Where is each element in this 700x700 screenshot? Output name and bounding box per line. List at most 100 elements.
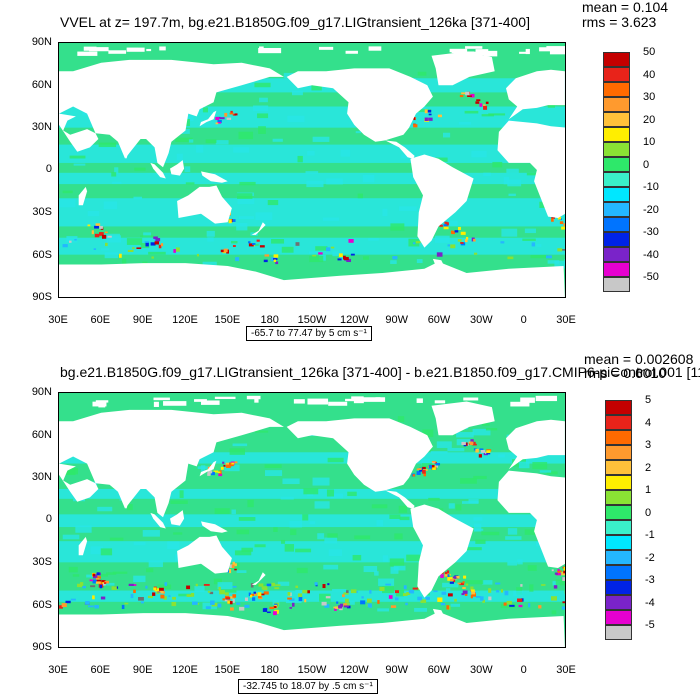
land-eurasia xyxy=(59,409,284,518)
current-mark xyxy=(158,244,162,249)
lat-label: 30N xyxy=(31,121,52,133)
field-patch xyxy=(272,599,280,605)
current-mark xyxy=(338,253,343,258)
current-mark xyxy=(449,581,454,584)
current-mark xyxy=(229,112,234,115)
current-mark xyxy=(470,93,475,98)
eddy-mark xyxy=(239,606,245,611)
lon-label: 120E xyxy=(172,664,198,676)
field-patch xyxy=(257,113,269,119)
land-madagascar xyxy=(78,536,88,556)
eddy-mark xyxy=(425,596,430,600)
field-patch xyxy=(536,244,542,247)
current-mark xyxy=(423,472,427,477)
current-mark xyxy=(431,465,435,468)
eddy-mark xyxy=(210,600,215,605)
top-rms: rms = 3.623 xyxy=(582,14,657,30)
current-mark xyxy=(470,589,475,592)
field-patch xyxy=(259,97,268,103)
field-patch xyxy=(327,457,344,463)
arctic-gap xyxy=(214,396,236,400)
eddy-mark xyxy=(266,583,272,587)
arctic-gap xyxy=(194,399,207,402)
field-patch xyxy=(232,443,248,447)
field-patch xyxy=(229,448,246,455)
eddy-mark xyxy=(496,590,500,593)
eddy-mark xyxy=(344,598,349,603)
current-mark xyxy=(455,575,460,579)
colorbar-swatch xyxy=(605,565,632,580)
eddy-mark xyxy=(171,601,177,607)
current-mark xyxy=(460,242,464,244)
lat-label: 90S xyxy=(32,641,52,653)
arctic-gap xyxy=(201,400,220,405)
colorbar-swatch xyxy=(605,400,632,415)
current-mark xyxy=(92,579,98,584)
field-patch xyxy=(524,228,536,234)
current-mark xyxy=(343,603,347,607)
field-patch xyxy=(513,590,524,597)
field-patch xyxy=(332,588,347,592)
field-patch xyxy=(374,571,379,576)
field-patch xyxy=(238,517,256,521)
colorbar-label: 40 xyxy=(643,68,656,81)
eddy-mark xyxy=(289,598,295,601)
colorbar-label: 50 xyxy=(643,46,656,58)
current-mark xyxy=(428,464,432,469)
field-patch xyxy=(382,208,388,217)
eddy-mark xyxy=(346,590,349,594)
current-mark xyxy=(264,254,270,257)
eddy-mark xyxy=(390,605,397,608)
field-patch xyxy=(328,549,342,557)
eddy-mark xyxy=(314,582,318,586)
current-mark xyxy=(471,593,477,597)
current-mark xyxy=(234,113,238,116)
field-patch xyxy=(406,554,423,562)
field-patch xyxy=(354,535,371,540)
field-patch xyxy=(324,537,338,544)
land-sumatra xyxy=(150,512,166,529)
eddy-mark xyxy=(119,253,122,258)
bottom-title: bg.e21.B1850G.f09_g17.LIGtransient_126ka… xyxy=(60,364,700,380)
eddy-mark xyxy=(405,602,408,606)
eddy-mark xyxy=(506,600,512,605)
field-patch xyxy=(435,157,448,162)
current-mark xyxy=(229,462,234,467)
current-mark xyxy=(259,245,265,248)
field-patch xyxy=(389,514,401,520)
eddy-mark xyxy=(312,254,317,257)
eddy-mark xyxy=(306,590,310,594)
eddy-mark xyxy=(509,604,515,607)
current-mark xyxy=(554,572,558,575)
field-patch xyxy=(133,575,146,583)
current-mark xyxy=(440,574,444,578)
lat-label: 30S xyxy=(32,556,52,568)
eddy-mark xyxy=(551,596,557,601)
current-mark xyxy=(452,579,456,583)
field-patch xyxy=(170,500,188,504)
eddy-mark xyxy=(415,241,421,244)
field-patch xyxy=(254,544,266,548)
current-mark xyxy=(97,576,102,579)
field-band xyxy=(59,198,565,227)
field-patch xyxy=(482,423,490,426)
current-mark xyxy=(466,236,469,240)
eddy-mark xyxy=(94,604,99,609)
current-mark xyxy=(99,584,103,589)
eddy-mark xyxy=(186,594,192,597)
colorbar-swatch xyxy=(605,475,632,490)
current-mark xyxy=(475,448,479,453)
arctic-gap xyxy=(464,51,475,58)
land-africa xyxy=(497,470,565,568)
eddy-mark xyxy=(350,253,355,256)
field-patch xyxy=(330,493,343,499)
lon-label: 120E xyxy=(172,314,198,326)
lat-label: 30S xyxy=(32,206,52,218)
arctic-gap xyxy=(449,48,468,53)
colorbar-label: 2 xyxy=(645,461,652,474)
field-patch xyxy=(398,505,408,513)
eddy-mark xyxy=(145,585,148,589)
current-mark xyxy=(262,608,268,612)
field-patch xyxy=(421,463,434,468)
arctic-gap xyxy=(307,398,329,405)
